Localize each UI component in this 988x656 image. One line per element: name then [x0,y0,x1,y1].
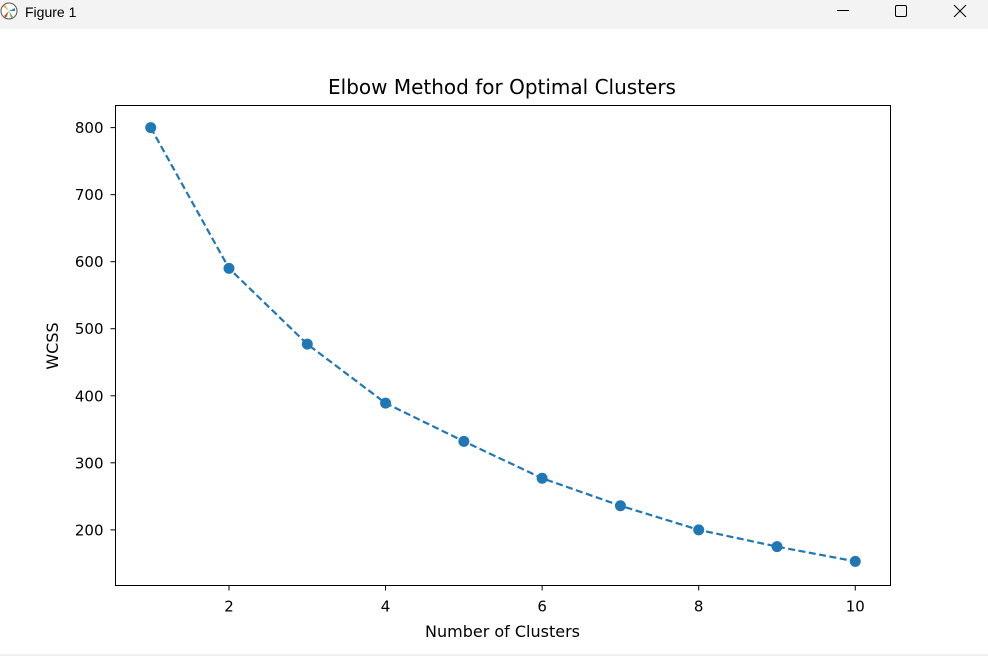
data-point [301,338,313,350]
close-button[interactable] [936,0,986,29]
data-point [223,262,235,274]
series-line [149,127,856,563]
elbow-chart: Elbow Method for Optimal Clusters 2 4 6 8 10… [43,75,891,641]
minimize-button[interactable] [818,0,868,29]
window-title: Figure 1 [25,4,77,20]
title-bar[interactable]: Figure 1 [0,0,988,29]
y-axis-ticks: 200 300 400 500 600 700 800 [75,119,116,539]
x-tick-label: 2 [224,598,234,616]
axes-frame [115,105,891,586]
data-point [693,524,705,536]
maximize-icon [895,5,907,17]
y-tick-label: 300 [75,454,104,472]
y-axis-label: WCSS [43,322,62,369]
data-point [458,435,470,447]
data-point [614,500,626,512]
x-tick-label: 10 [846,598,865,616]
x-tick-label: 6 [537,598,547,616]
plot-series [145,122,861,567]
y-tick-label: 200 [75,521,104,539]
y-tick-label: 700 [75,186,104,204]
x-tick-label: 8 [694,598,704,616]
data-point [145,122,157,134]
data-point [380,397,392,409]
x-axis-label: Number of Clusters [425,622,580,641]
matplotlib-figure-icon [0,2,18,20]
data-point [536,472,548,484]
maximize-button[interactable] [876,0,926,29]
x-axis-ticks: 2 4 6 8 10 [224,585,865,616]
window-bottom-edge [0,654,988,656]
chart-title: Elbow Method for Optimal Clusters [328,75,676,99]
data-point [849,555,861,567]
data-point [771,541,783,553]
y-tick-label: 500 [75,320,104,338]
y-tick-label: 800 [75,119,104,137]
close-icon [953,4,967,18]
figure-canvas[interactable]: Elbow Method for Optimal Clusters 2 4 6 8 10… [0,29,988,654]
x-tick-label: 4 [381,598,391,616]
y-tick-label: 400 [75,387,104,405]
y-tick-label: 600 [75,253,104,271]
